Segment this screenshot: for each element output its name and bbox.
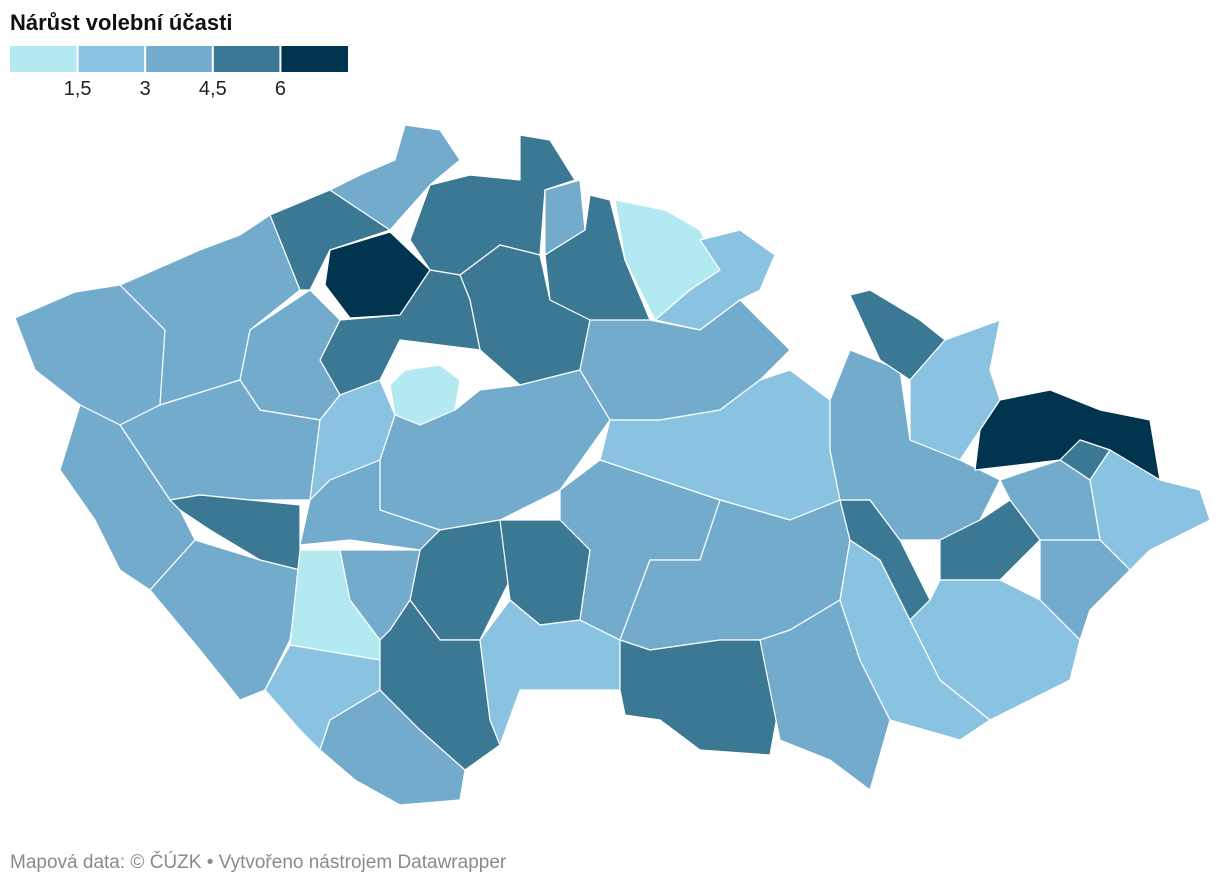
- legend-swatch: [281, 46, 348, 72]
- district: [119, 214, 301, 406]
- legend-tick-label: 1,5: [64, 78, 92, 100]
- footer: Mapová data: © ČÚZK • Vytvořeno nástroje…: [10, 851, 507, 873]
- map: [14, 124, 1211, 806]
- district: [329, 124, 461, 231]
- legend-tick-label: 4,5: [199, 78, 227, 100]
- legend-tick-label: 3: [140, 78, 151, 100]
- legend-swatch: [10, 46, 77, 72]
- legend-swatch: [213, 46, 280, 72]
- map-title: Nárůst volební účasti: [10, 10, 233, 35]
- legend-swatch: [146, 46, 212, 72]
- legend: 1,5 3 4,5 6: [10, 46, 348, 100]
- district: [909, 579, 1081, 721]
- legend-swatch: [78, 46, 145, 72]
- district: [619, 639, 781, 756]
- legend-tick-label: 6: [275, 78, 286, 100]
